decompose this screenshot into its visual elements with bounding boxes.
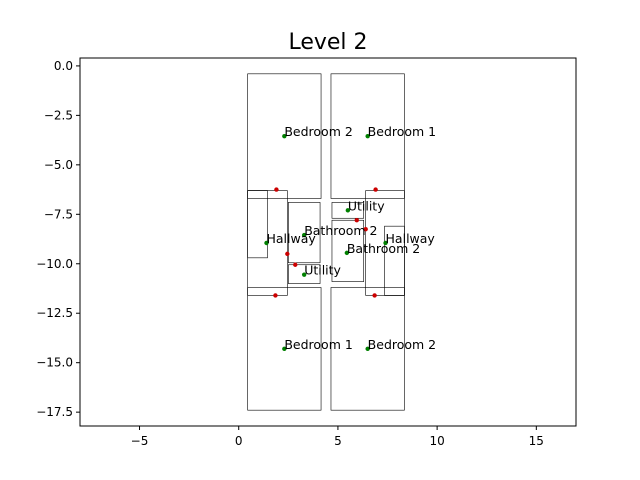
door-point <box>274 187 279 192</box>
x-tick-label: 5 <box>334 434 342 448</box>
door-point <box>273 293 278 298</box>
room-outline <box>330 73 405 199</box>
door-point <box>363 226 368 232</box>
room-outline <box>247 190 268 259</box>
y-tick-label: −2.5 <box>44 108 73 122</box>
y-tick-label: −12.5 <box>36 306 73 320</box>
room-label: Hallway <box>266 231 316 246</box>
room-point <box>301 232 307 238</box>
plot-area <box>79 57 577 427</box>
room-label: Hallway <box>386 231 436 246</box>
y-tick-label: 0.0 <box>54 59 73 73</box>
room-point <box>344 250 350 256</box>
room-point <box>264 240 269 246</box>
rooms-layer <box>247 73 405 411</box>
x-tick-label: 10 <box>429 434 444 448</box>
room-point <box>282 133 287 139</box>
room-label: Bedroom 2 <box>284 124 352 139</box>
room-label: Bedroom 1 <box>368 124 436 139</box>
door-point <box>293 262 298 267</box>
y-axis: 0.0 −2.5 −5.0 −7.5 −10.0 −12.5 −15.0 −17.5 <box>36 59 80 419</box>
room-label: Bathroom 2 <box>304 223 377 238</box>
room-point <box>345 208 351 213</box>
x-tick-label: −5 <box>131 434 149 448</box>
room-outline <box>330 287 405 411</box>
points-layer <box>264 133 388 352</box>
x-tick-label: 0 <box>235 434 243 448</box>
y-tick-label: −17.5 <box>36 405 73 419</box>
x-axis: −5 0 5 10 15 <box>131 426 544 448</box>
door-point <box>285 251 290 257</box>
room-label: Bathroom 2 <box>347 241 420 256</box>
room-outline <box>288 202 321 264</box>
door-point <box>354 218 359 223</box>
y-tick-label: −10.0 <box>36 257 73 271</box>
y-tick-label: −5.0 <box>44 158 73 172</box>
x-tick-label: 15 <box>529 434 544 448</box>
room-outline <box>331 219 365 282</box>
room-outline <box>247 73 322 199</box>
room-point <box>383 240 388 246</box>
room-outline <box>247 287 322 411</box>
room-label: Bedroom 1 <box>284 337 352 352</box>
door-point <box>373 187 378 192</box>
room-outline <box>384 225 405 296</box>
room-point <box>282 346 287 352</box>
room-label: Bedroom 2 <box>368 337 436 352</box>
room-point <box>365 346 370 352</box>
door-point <box>372 293 377 298</box>
room-label: Utility <box>348 198 385 213</box>
y-tick-label: −7.5 <box>44 207 73 221</box>
room-point <box>365 133 370 139</box>
chart-title: Level 2 <box>288 30 367 55</box>
room-outline <box>331 202 365 219</box>
room-point <box>301 272 307 277</box>
y-tick-label: −15.0 <box>36 356 73 370</box>
room-label: Utility <box>304 263 341 278</box>
room-outline <box>288 264 321 284</box>
